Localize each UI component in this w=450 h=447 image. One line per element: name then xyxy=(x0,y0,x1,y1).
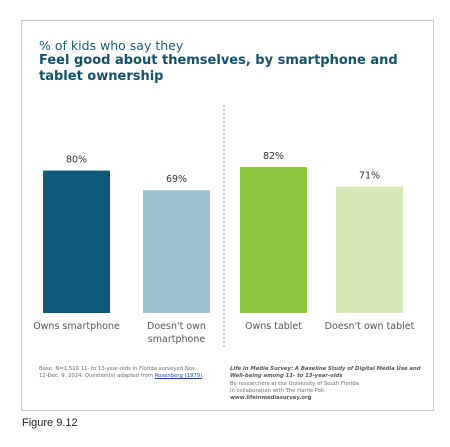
value-label-1: 69% xyxy=(166,174,187,185)
value-label-2: 82% xyxy=(263,151,284,162)
figure-caption: Figure 9.12 xyxy=(22,417,78,429)
category-label-0: Owns smartphone xyxy=(33,321,120,332)
chart-title: Feel good about themselves, by smartphon… xyxy=(39,53,398,84)
footnote-base-end: . xyxy=(202,373,204,380)
bar-1 xyxy=(143,190,210,313)
bar-2 xyxy=(240,167,307,313)
category-label-2: Owns tablet xyxy=(245,321,302,332)
survey-title: Life in Media Survey: A Baseline Study o… xyxy=(230,366,421,380)
chart-card: % of kids who say they Feel good about t… xyxy=(21,20,434,411)
researchers-text: By researchers at the University of Sout… xyxy=(230,380,359,387)
category-label-1-line-1: smartphone xyxy=(148,334,206,345)
value-label-0: 80% xyxy=(66,155,87,166)
chart-title-prefix: % of kids who say they xyxy=(39,38,184,53)
value-label-3: 71% xyxy=(359,171,380,182)
collaboration-text: in collaboration with The Harris Poll. xyxy=(230,387,326,394)
footnote-base: Base: N=1,510 11- to 13-year-olds in Flo… xyxy=(39,366,204,381)
category-label-3: Doesn't own tablet xyxy=(325,321,415,332)
category-label-1-line-0: Doesn't own xyxy=(147,321,206,332)
footnote-source: Life in Media Survey: A Baseline Study o… xyxy=(230,366,426,402)
bar-3 xyxy=(336,186,403,313)
footnote-base-text: Base: N=1,510 11- to 13-year-olds in Flo… xyxy=(39,366,197,380)
survey-url[interactable]: www.lifeinmediasurvey.org xyxy=(230,395,312,402)
bar-0 xyxy=(43,170,110,313)
bar-chart: 80% 69% 82% 71% Owns smartphone Doesn't own s… xyxy=(33,105,415,349)
rosenberg-link[interactable]: Rosenberg (1979) xyxy=(154,373,203,380)
